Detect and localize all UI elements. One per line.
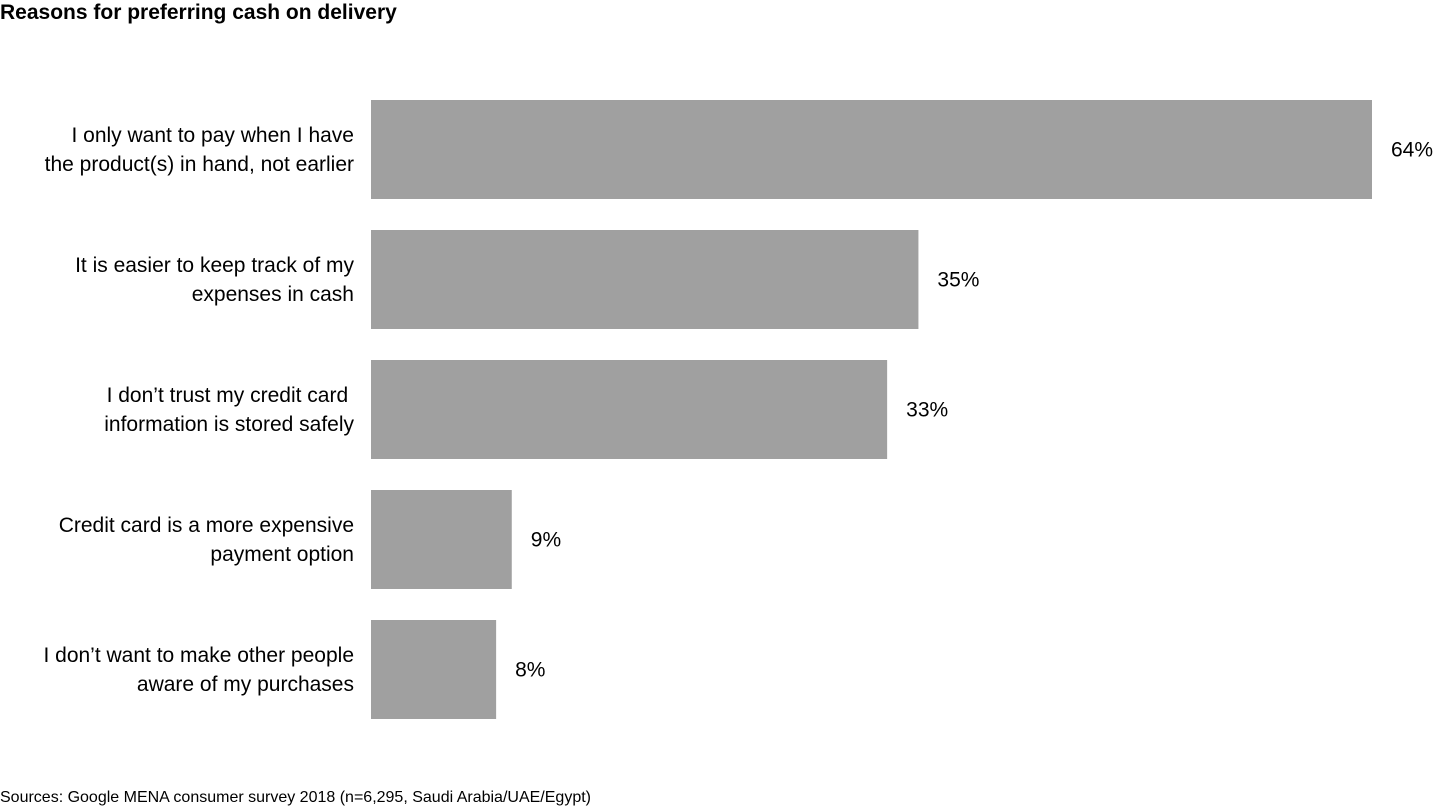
category-label-2: It is easier to keep track of my expenses… [75,254,354,306]
value-label-4: 9% [531,529,561,552]
category-label-line: the product(s) in hand, not earlier [45,153,354,176]
category-label-line: I only want to pay when I have [71,124,354,147]
bar-1 [371,100,1372,199]
source-footnote: Sources: Google MENA consumer survey 201… [0,789,591,806]
bar-2 [371,230,919,329]
category-label-5: I don’t want to make other people aware o… [43,644,354,696]
category-label-line: Credit card is a more expensive [59,514,354,537]
category-label-line: aware of my purchases [137,673,354,696]
category-label-4: Credit card is a more expensive payment o… [59,514,354,566]
bar-4 [371,490,512,589]
category-label-line: I don’t want to make other people [43,644,354,667]
value-label-3: 33% [906,399,948,422]
bar-chart: I only want to pay when I have the produc… [43,100,1433,719]
value-label-2: 35% [937,269,979,292]
category-label-line: I don’t trust my credit card [107,384,354,407]
value-label-5: 8% [515,659,545,682]
category-label-line: expenses in cash [192,283,354,306]
value-label-1: 64% [1391,139,1433,162]
category-label-3: I don’t trust my credit card information… [104,384,354,436]
category-label-line: information is stored safely [104,413,354,436]
category-label-1: I only want to pay when I have the produc… [45,124,354,176]
chart-title: Reasons for preferring cash on delivery [0,1,397,24]
category-label-line: It is easier to keep track of my [75,254,354,277]
category-label-line: payment option [210,543,354,566]
bar-5 [371,620,497,719]
bar-3 [371,360,888,459]
